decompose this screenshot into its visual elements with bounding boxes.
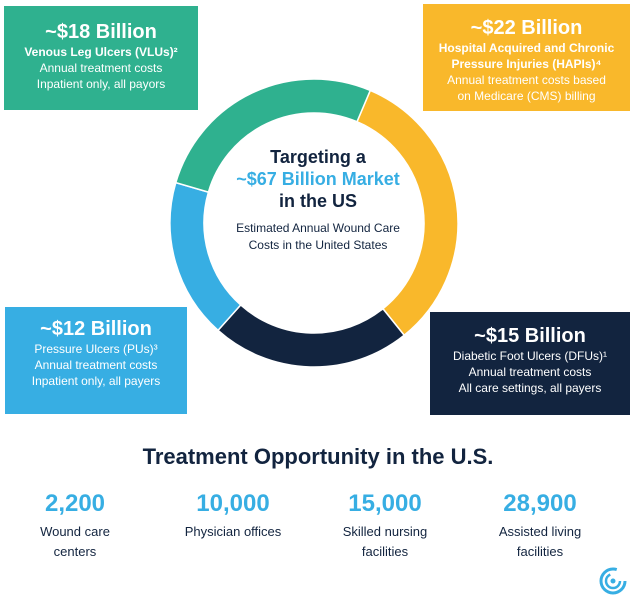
stat-assisted-living: 28,900 Assisted living facilities (465, 490, 615, 562)
callout-pu: ~$12 Billion Pressure Ulcers (PUs)³ Annu… (5, 307, 187, 414)
center-subtitle-2: Costs in the United States (248, 238, 388, 252)
stat-label-2: centers (53, 544, 97, 559)
hapi-name-1: Hospital Acquired and Chronic (438, 41, 615, 55)
center-line-3: in the US (278, 191, 357, 211)
vlu-amount: ~$18 Billion (45, 21, 157, 43)
dfu-amount: ~$15 Billion (474, 325, 586, 347)
stat-label-1: Skilled nursing (342, 524, 428, 539)
donut-slice-dfu (216, 303, 406, 368)
stat-label-1: Physician offices (184, 524, 282, 539)
stat-number: 2,200 (44, 490, 106, 517)
stat-label-2: facilities (361, 544, 409, 559)
stat-label-1: Assisted living (498, 524, 582, 539)
pu-name: Pressure Ulcers (PUs)³ (34, 342, 158, 356)
center-line-2: ~$67 Billion Market (236, 169, 400, 189)
hapi-detail-1: Annual treatment costs based (447, 73, 606, 87)
pu-detail-1: Annual treatment costs (34, 358, 158, 372)
company-logo-icon (599, 567, 627, 595)
stat-number: 10,000 (196, 490, 270, 517)
center-line-1: Targeting a (270, 147, 366, 167)
stat-number: 15,000 (348, 490, 422, 517)
stat-number: 28,900 (503, 490, 577, 517)
donut-center-label: Targeting a ~$67 Billion Market in the U… (218, 146, 418, 254)
callout-hapi: ~$22 Billion Hospital Acquired and Chron… (423, 4, 630, 111)
stat-label-1: Wound care (40, 524, 110, 539)
callout-dfu: ~$15 Billion Diabetic Foot Ulcers (DFUs)… (430, 312, 630, 415)
pu-detail-2: Inpatient only, all payers (31, 374, 161, 388)
stat-skilled-nursing: 15,000 Skilled nursing facilities (310, 490, 460, 562)
dfu-name: Diabetic Foot Ulcers (DFUs)¹ (452, 349, 608, 363)
dfu-detail-2: All care settings, all payers (458, 381, 602, 395)
vlu-detail-1: Annual treatment costs (39, 61, 163, 75)
pu-amount: ~$12 Billion (40, 318, 152, 340)
donut-slice-vlu (174, 78, 372, 194)
stat-physician-offices: 10,000 Physician offices (158, 490, 308, 542)
stat-wound-care: 2,200 Wound care centers (0, 490, 150, 562)
stat-label-2: facilities (516, 544, 564, 559)
dfu-detail-1: Annual treatment costs (468, 365, 592, 379)
hapi-detail-2: on Medicare (CMS) billing (457, 89, 596, 103)
center-subtitle-1: Estimated Annual Wound Care (236, 221, 400, 235)
vlu-name: Venous Leg Ulcers (VLUs)² (24, 45, 178, 59)
vlu-detail-2: Inpatient only, all payors (36, 77, 166, 91)
hapi-amount: ~$22 Billion (470, 17, 583, 39)
callout-vlu: ~$18 Billion Venous Leg Ulcers (VLUs)² A… (4, 6, 198, 110)
opportunity-heading: Treatment Opportunity in the U.S. (142, 444, 494, 469)
hapi-name-2: Pressure Injuries (HAPIs)⁴ (451, 57, 602, 71)
